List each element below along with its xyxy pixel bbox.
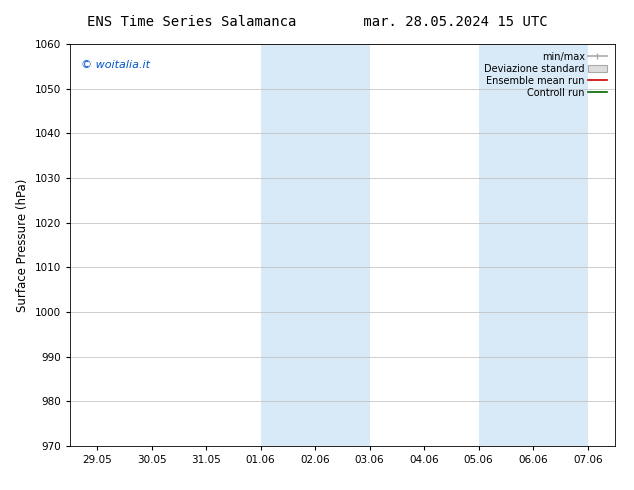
Text: © woitalia.it: © woitalia.it [81, 60, 150, 70]
Y-axis label: Surface Pressure (hPa): Surface Pressure (hPa) [16, 178, 29, 312]
Bar [479, 44, 533, 446]
Bar [533, 44, 588, 446]
Text: ENS Time Series Salamanca        mar. 28.05.2024 15 UTC: ENS Time Series Salamanca mar. 28.05.202… [87, 15, 547, 29]
Bar [315, 44, 370, 446]
Legend: min/max, Deviazione standard, Ensemble mean run, Controll run: min/max, Deviazione standard, Ensemble m… [481, 49, 610, 100]
Bar [261, 44, 315, 446]
